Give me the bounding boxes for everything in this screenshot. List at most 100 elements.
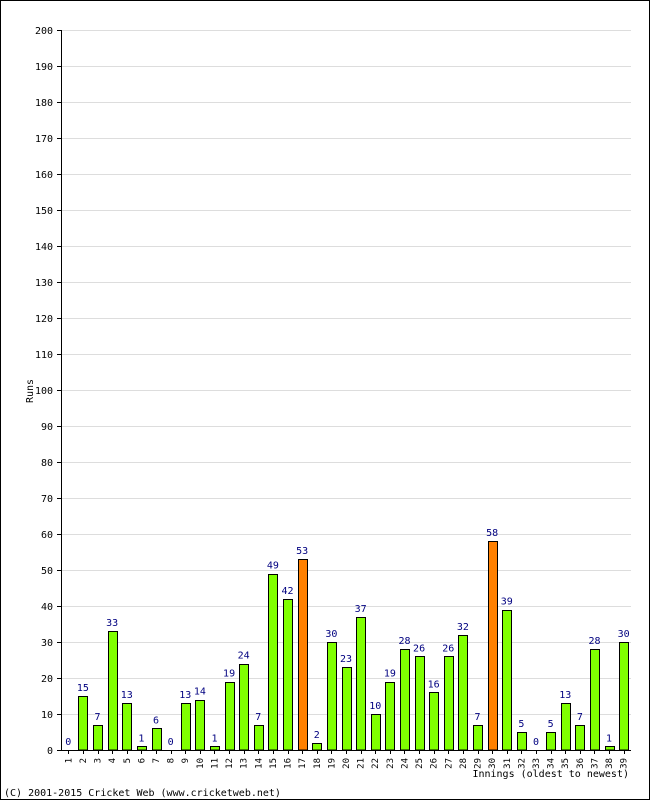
value-label: 7 <box>577 712 583 723</box>
bar-innings-16 <box>283 599 293 751</box>
value-label: 7 <box>475 712 481 723</box>
bar-innings-12 <box>225 682 235 751</box>
bar-innings-20 <box>342 667 352 751</box>
x-tick-label: 10 <box>196 758 206 769</box>
bar-innings-37 <box>590 649 600 751</box>
y-tick-label: 50 <box>41 566 53 577</box>
y-tick-label: 10 <box>41 710 53 721</box>
x-tick-label: 25 <box>415 758 425 769</box>
bar-innings-21 <box>356 617 366 751</box>
copyright-footer: (C) 2001-2015 Cricket Web (www.cricketwe… <box>4 788 281 799</box>
x-tick-label: 32 <box>517 758 527 769</box>
value-label: 13 <box>121 690 133 701</box>
bar-innings-4 <box>108 631 118 751</box>
bar-innings-38 <box>605 746 615 751</box>
value-label: 30 <box>618 629 630 640</box>
x-tick-label: 21 <box>357 758 367 769</box>
y-tick-label: 190 <box>35 62 53 73</box>
value-label: 0 <box>168 737 174 748</box>
bar-innings-26 <box>429 692 439 751</box>
y-tick-label: 180 <box>35 98 53 109</box>
x-tick-label: 31 <box>503 758 513 769</box>
value-label: 23 <box>340 654 352 665</box>
value-label: 28 <box>588 636 600 647</box>
x-tick-label: 14 <box>254 758 264 769</box>
bar-innings-3 <box>93 725 103 751</box>
value-label: 1 <box>606 733 612 744</box>
bar-innings-7 <box>152 728 162 751</box>
bar-innings-36 <box>575 725 585 751</box>
x-tick-label: 17 <box>298 758 308 769</box>
x-tick-label: 12 <box>225 758 235 769</box>
x-tick-label: 34 <box>547 758 557 769</box>
x-tick-label: 4 <box>108 758 118 763</box>
x-tick-label: 18 <box>313 758 323 769</box>
value-label: 32 <box>457 622 469 633</box>
x-tick-label: 3 <box>94 758 104 763</box>
x-tick-label: 6 <box>137 758 147 763</box>
bar-innings-11 <box>210 746 220 751</box>
value-label: 1 <box>138 733 144 744</box>
y-tick-label: 30 <box>41 638 53 649</box>
x-tick-label: 30 <box>488 758 498 769</box>
value-label: 58 <box>486 528 498 539</box>
value-label: 0 <box>65 737 71 748</box>
bar-innings-6 <box>137 746 147 751</box>
bar-innings-22 <box>371 714 381 751</box>
bar-innings-27 <box>444 656 454 751</box>
value-label: 14 <box>194 687 206 698</box>
value-label: 5 <box>518 719 524 730</box>
gridlines <box>61 30 631 715</box>
y-tick-label: 60 <box>41 530 53 541</box>
x-tick-label: 23 <box>386 758 396 769</box>
x-tick-label: 27 <box>444 758 454 769</box>
bar-innings-17 <box>298 559 308 751</box>
y-tick-label: 90 <box>41 422 53 433</box>
value-label: 53 <box>296 546 308 557</box>
y-tick-label: 130 <box>35 278 53 289</box>
x-tick-label: 22 <box>371 758 381 769</box>
value-label: 0 <box>533 737 539 748</box>
bar-innings-28 <box>458 635 468 751</box>
y-tick-label: 70 <box>41 494 53 505</box>
x-tick-label: 16 <box>284 758 294 769</box>
value-label: 15 <box>77 683 89 694</box>
value-label: 2 <box>314 730 320 741</box>
x-tick-label: 13 <box>240 758 250 769</box>
bar-innings-25 <box>415 656 425 751</box>
y-tick-label: 170 <box>35 134 53 145</box>
x-tick-label: 36 <box>576 758 586 769</box>
bars <box>78 541 629 751</box>
x-tick-label: 28 <box>459 758 469 769</box>
value-label: 1 <box>211 733 217 744</box>
value-label: 7 <box>95 712 101 723</box>
y-tick-label: 80 <box>41 458 53 469</box>
bar-innings-19 <box>327 642 337 751</box>
x-axis-ticks: 1 2 3 4 5 6 7 8 9 10 11 12 13 14 15 16 17 18 19 20 21 22 23 24 2… <box>64 750 630 769</box>
bar-innings-31 <box>502 610 512 751</box>
x-tick-label: 5 <box>123 758 133 763</box>
value-label: 28 <box>398 636 410 647</box>
y-tick-label: 40 <box>41 602 53 613</box>
bar-innings-34 <box>546 732 556 751</box>
value-label: 5 <box>548 719 554 730</box>
x-tick-label: 11 <box>210 758 220 769</box>
value-label: 24 <box>238 651 250 662</box>
y-axis-label: Runs <box>25 379 36 403</box>
bar-innings-2 <box>78 696 88 751</box>
value-label: 49 <box>267 561 279 572</box>
x-tick-label: 39 <box>620 758 630 769</box>
bar-innings-23 <box>385 682 395 751</box>
y-tick-label: 200 <box>35 26 53 37</box>
bar-innings-39 <box>619 642 629 751</box>
value-label: 33 <box>106 618 118 629</box>
x-tick-label: 24 <box>400 758 410 769</box>
x-tick-label: 26 <box>430 758 440 769</box>
bar-innings-14 <box>254 725 264 751</box>
x-tick-label: 37 <box>590 758 600 769</box>
bar-innings-5 <box>122 703 132 751</box>
x-tick-label: 19 <box>327 758 337 769</box>
x-tick-label: 20 <box>342 758 352 769</box>
y-tick-label: 110 <box>35 350 53 361</box>
